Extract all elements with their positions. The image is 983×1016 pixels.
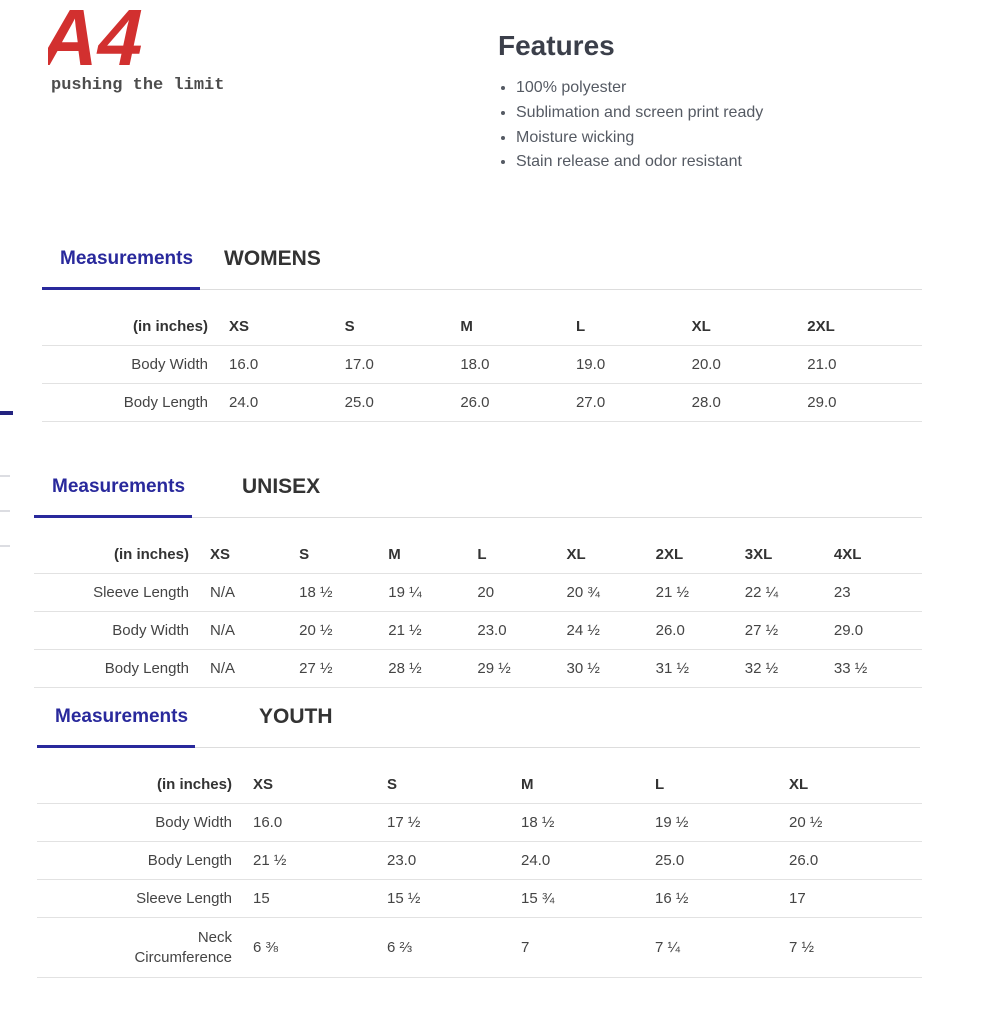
svg-text:A4: A4 (48, 0, 153, 80)
